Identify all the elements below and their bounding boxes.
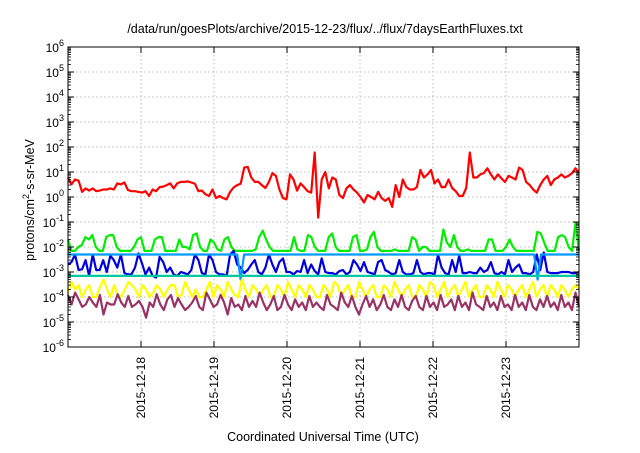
y-tick-label: 102 [46,138,64,155]
series-layer [66,151,581,319]
series-line [66,222,581,252]
x-tick-label: 2015-12-22 [426,357,440,419]
x-tick-label: 2015-12-19 [207,357,221,419]
y-tick-label: 10-4 [43,288,64,305]
y-tick-exponent: 6 [59,38,64,48]
y-tick-exponent: -4 [56,288,64,298]
y-tick-label: 10-3 [43,263,64,280]
x-axis-label: Coordinated Universal Time (UTC) [227,430,419,444]
y-tick-label: 104 [46,88,64,105]
y-tick-exponent: 4 [59,88,64,98]
y-tick-exponent: 0 [59,188,64,198]
y-tick-label: 101 [46,163,64,180]
chart-title: /data/run/goesPlots/archive/2015-12-23/f… [127,22,523,36]
y-tick-exponent: 1 [59,163,64,173]
series-line [67,151,580,219]
y-tick-exponent: -1 [56,213,64,223]
y-tick-exponent: -5 [56,313,64,323]
x-tick-label: 2015-12-18 [134,357,148,419]
y-tick-exponent: -3 [56,263,64,273]
y-tick-exponent: 2 [59,138,64,148]
y-tick-exponent: -2 [56,238,64,248]
y-tick-exponent: 3 [59,113,64,123]
y-tick-exponent: 5 [59,63,64,73]
y-tick-label: 103 [46,113,64,130]
y-tick-label: 100 [46,188,64,205]
y-tick-label: 10-5 [43,313,64,330]
y-tick-label: 10-1 [43,213,64,230]
plot-frame [67,46,580,348]
y-axis-label: protons/cm2-s-sr-MeV [21,138,37,260]
y-tick-label: 106 [46,38,64,55]
series-line [66,291,581,319]
y-axis-label-rest: -s-sr-MeV [23,138,37,194]
y-tick-label: 10-6 [43,338,64,355]
axes: 10-610-510-410-310-210-11001011021031041… [43,38,580,419]
x-tick-label: 2015-12-21 [353,357,367,419]
y-axis-label-base: protons/cm [23,199,37,261]
y-axis-label-sup: 2 [21,194,31,199]
y-tick-label: 105 [46,63,64,80]
series-line [68,253,579,281]
y-tick-label: 10-2 [43,238,64,255]
series-line [66,278,580,299]
x-tick-label: 2015-12-23 [499,357,513,419]
y-tick-exponent: -6 [56,338,64,348]
x-tick-label: 2015-12-20 [280,357,294,419]
